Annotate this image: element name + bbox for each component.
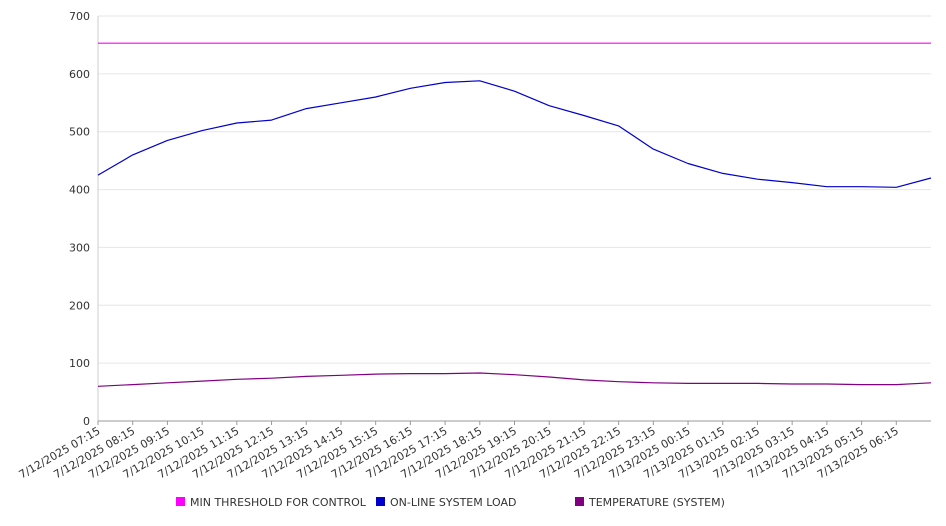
y-tick-label: 100 (69, 357, 90, 370)
series-line-3 (97, 372, 932, 387)
legend-label: ON-LINE SYSTEM LOAD (390, 496, 516, 509)
y-tick-label: 700 (69, 10, 90, 23)
grid-lines (98, 15, 931, 364)
legend-label: TEMPERATURE (SYSTEM) (588, 496, 725, 509)
y-tick-label: 500 (69, 126, 90, 139)
y-tick-label: 300 (69, 241, 90, 254)
y-tick-label: 200 (69, 299, 90, 312)
series-lines (97, 42, 932, 387)
legend-swatch (376, 497, 385, 506)
y-axis: 0 100 200 300 400 500 600 700 (69, 10, 99, 428)
y-tick-label: 0 (83, 415, 90, 428)
legend: MIN THRESHOLD FOR CONTROL ON-LINE SYSTEM … (176, 496, 725, 509)
x-axis: 7/12/2025 07:157/12/2025 08:157/12/2025 … (17, 420, 931, 481)
legend-swatch (575, 497, 584, 506)
y-tick-label: 600 (69, 68, 90, 81)
y-tick-label: 400 (69, 184, 90, 197)
legend-label: MIN THRESHOLD FOR CONTROL (190, 496, 367, 509)
legend-swatch (176, 497, 185, 506)
series-line-2 (97, 80, 932, 188)
